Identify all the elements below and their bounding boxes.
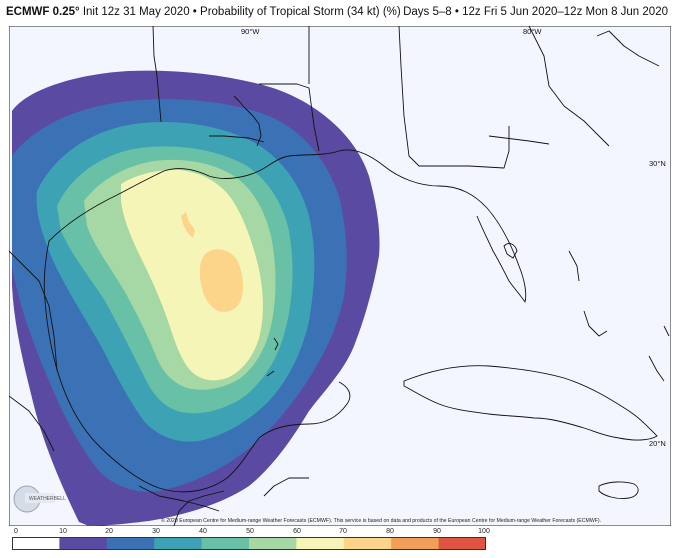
logo-text: WEATHERBELL — [29, 496, 66, 502]
prob-band-60 — [121, 169, 263, 381]
credit-text: © 2020 European Centre for Medium-range … — [161, 517, 601, 524]
colorbar-tick: 10 — [59, 528, 67, 535]
valid-time: 12z Fri 5 Jun 2020–12z Mon 8 Jun 2020 — [462, 6, 668, 18]
colorbar-swatch — [296, 537, 345, 550]
colorbar-swatch — [438, 537, 487, 550]
colorbar-swatch — [12, 537, 60, 550]
colorbar-tick: 90 — [433, 528, 441, 535]
colorbar-swatch — [343, 537, 392, 550]
forecast-days: Days 5–8 — [403, 6, 452, 18]
colorbar-swatch — [59, 537, 108, 550]
coastlines — [9, 26, 670, 526]
map-svg: 90°W 80°W 30°N 20°N WEATHERBELL © 2020 E… — [9, 26, 671, 526]
colorbar-tick: 60 — [293, 528, 301, 535]
prob-band-70 — [199, 249, 244, 312]
title-left: ECMWF 0.25° Init 12z 31 May 2020 • Proba… — [6, 6, 401, 18]
separator-dot: • — [192, 6, 197, 18]
colorbar-swatch — [201, 537, 250, 550]
init-time: Init 12z 31 May 2020 — [82, 6, 190, 18]
colorbar-swatch — [391, 537, 440, 550]
lon-label-80w: 80°W — [523, 27, 542, 36]
weatherbell-logo: WEATHERBELL — [13, 485, 66, 513]
title-bar: ECMWF 0.25° Init 12z 31 May 2020 • Proba… — [0, 0, 680, 24]
colorbar-swatch — [249, 537, 297, 550]
colorbar-swatch — [154, 537, 203, 550]
colorbar-tick: 50 — [246, 528, 254, 535]
colorbar-tick: 20 — [105, 528, 113, 535]
model-name: ECMWF 0.25° — [6, 6, 80, 18]
colorbar-tick: 100 — [478, 528, 490, 535]
prob-band-70-small — [181, 212, 195, 238]
lon-label-90w: 90°W — [241, 27, 260, 36]
colorbar-tick: 80 — [386, 528, 394, 535]
colorbar-tick: 30 — [152, 528, 160, 535]
colorbar-labels: 0 10 20 30 40 50 60 70 80 90 100 — [12, 528, 492, 537]
colorbar-tick: 0 — [14, 528, 18, 535]
lat-label-30n: 30°N — [649, 159, 666, 168]
title-right: Days 5–8 • 12z Fri 5 Jun 2020–12z Mon 8 … — [403, 6, 668, 18]
separator-dot: • — [454, 6, 459, 18]
map-panel: 90°W 80°W 30°N 20°N WEATHERBELL © 2020 E… — [9, 26, 671, 526]
colorbar-tick: 70 — [339, 528, 347, 535]
colorbar — [12, 537, 487, 550]
colorbar-svg — [12, 537, 487, 550]
product-name: Probability of Tropical Storm (34 kt) (%… — [200, 6, 401, 18]
colorbar-swatch — [106, 537, 155, 550]
colorbar-tick: 40 — [199, 528, 207, 535]
lat-label-20n: 20°N — [649, 439, 666, 448]
